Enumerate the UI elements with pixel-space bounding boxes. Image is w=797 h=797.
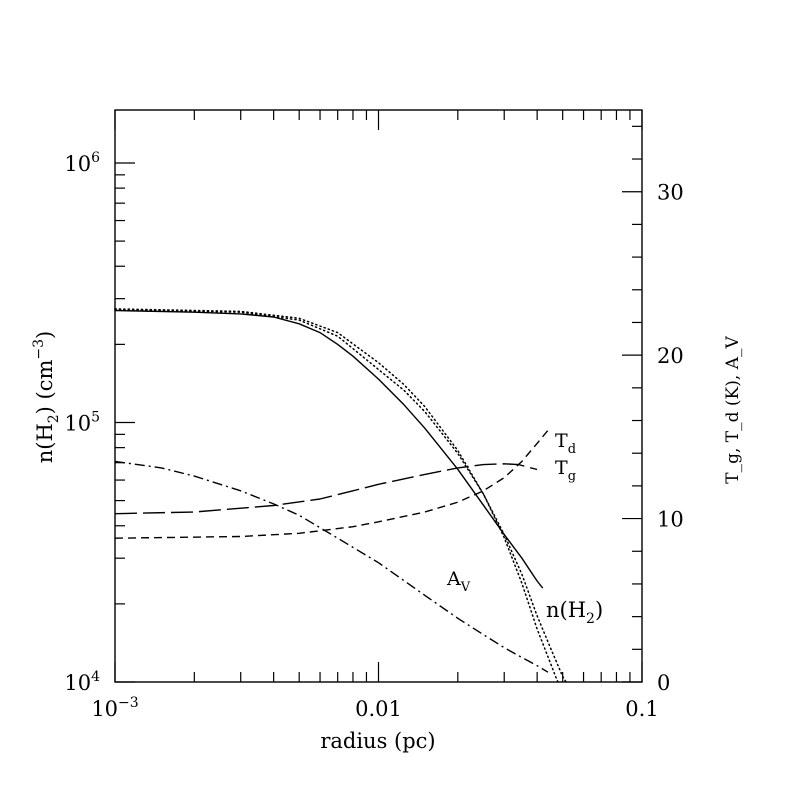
series-line-a-v bbox=[114, 460, 549, 673]
x-tick-label: 0.01 bbox=[355, 697, 402, 721]
tick-labels-group: 10−3 0.01 0.1 104 105 106 0 10 20 30 bbox=[64, 150, 683, 721]
series-line-t-d bbox=[114, 426, 552, 539]
series-line-model-curve-1 bbox=[114, 308, 559, 683]
right-y-tick-label: 0 bbox=[657, 671, 670, 695]
av-curve-label: AV bbox=[446, 568, 471, 595]
right-y-tick-label: 30 bbox=[657, 181, 684, 205]
plot-frame bbox=[114, 109, 643, 683]
series-group bbox=[114, 308, 567, 683]
left-y-tick-label: 105 bbox=[64, 409, 100, 435]
x-axis-label: radius (pc) bbox=[320, 729, 435, 753]
right-y-axis-label: T_g, T_d (K), A_V bbox=[723, 336, 743, 484]
series-line-model-curve-2 bbox=[114, 308, 567, 683]
tg-curve-label: Tg bbox=[555, 457, 576, 484]
right-y-tick-label: 20 bbox=[657, 344, 684, 368]
axes-group bbox=[114, 109, 643, 683]
left-y-tick-label: 104 bbox=[64, 669, 100, 695]
td-curve-label: Td bbox=[555, 430, 576, 457]
nh2-curve-label: n(H2) bbox=[546, 598, 603, 627]
x-tick-label: 0.1 bbox=[625, 697, 658, 721]
left-y-tick-label: 106 bbox=[64, 150, 100, 176]
right-y-tick-label: 10 bbox=[657, 508, 684, 532]
series-line-t-g bbox=[114, 463, 538, 515]
series-line-n-h2- bbox=[114, 309, 544, 589]
x-tick-label: 10−3 bbox=[91, 695, 138, 721]
left-y-axis-label: n(H2) (cm−3) bbox=[31, 331, 62, 464]
